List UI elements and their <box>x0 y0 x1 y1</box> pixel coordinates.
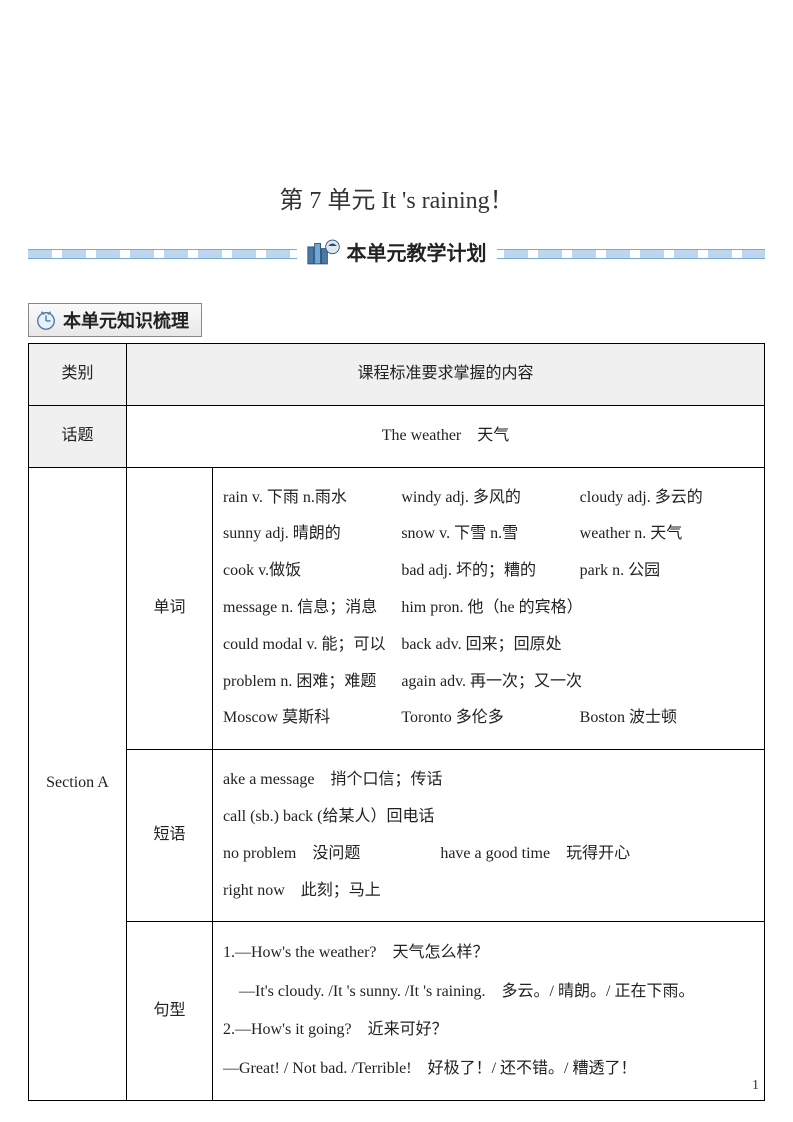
vocab-item: Moscow 莫斯科 <box>223 700 397 737</box>
clock-icon <box>35 309 57 331</box>
section-label: Section A <box>29 467 127 1100</box>
phrase-item: ake a message 捎个口信；传话 <box>223 762 754 799</box>
vocab-item: park n. 公园 <box>580 553 754 590</box>
vocab-item: weather n. 天气 <box>580 516 754 553</box>
vocab-item: problem n. 困难；难题 <box>223 664 397 701</box>
books-icon <box>307 238 341 266</box>
subheading: 本单元知识梳理 <box>28 303 202 337</box>
vocab-item: back adv. 回来；回原处 <box>401 627 754 664</box>
vocab-item: windy adj. 多风的 <box>401 480 575 517</box>
vocab-item: snow v. 下雪 n.雪 <box>401 516 575 553</box>
phrase-label: 短语 <box>127 750 213 922</box>
page-number: 1 <box>752 1078 759 1094</box>
phrase-item: call (sb.) back (给某人）回电话 <box>223 799 754 836</box>
vocab-item: cloudy adj. 多云的 <box>580 480 754 517</box>
sentence-item: 1.—How's the weather? 天气怎么样？ <box>223 934 754 972</box>
banner-label: 本单元教学计划 <box>347 237 487 266</box>
banner: 本单元教学计划 <box>28 243 765 289</box>
vocab-item: message n. 信息；消息 <box>223 590 397 627</box>
vocab-cell: rain v. 下雨 n.雨水 windy adj. 多风的 cloudy ad… <box>213 467 765 750</box>
header-category: 类别 <box>29 344 127 406</box>
phrase-item: no problem 没问题 <box>223 836 360 873</box>
vocab-item: again adv. 再一次；又一次 <box>401 664 754 701</box>
header-content: 课程标准要求掌握的内容 <box>127 344 765 406</box>
vocab-item: rain v. 下雨 n.雨水 <box>223 480 397 517</box>
vocab-item: cook v.做饭 <box>223 553 397 590</box>
sentence-item: 2.—How's it going? 近来可好？ <box>223 1011 754 1049</box>
topic-value: The weather 天气 <box>127 405 765 467</box>
sentence-item: —It's cloudy. /It 's sunny. /It 's raini… <box>223 973 754 1011</box>
vocab-item: could modal v. 能；可以 <box>223 627 397 664</box>
banner-label-wrap: 本单元教学计划 <box>297 237 497 266</box>
vocab-item: Boston 波士顿 <box>580 700 754 737</box>
vocab-item: Toronto 多伦多 <box>401 700 575 737</box>
vocab-item: him pron. 他（he 的宾格） <box>401 590 754 627</box>
phrase-cell: ake a message 捎个口信；传话 call (sb.) back (给… <box>213 750 765 922</box>
topic-label: 话题 <box>29 405 127 467</box>
page-title: 第 7 单元 It 's raining！ <box>28 180 765 215</box>
knowledge-table: 类别 课程标准要求掌握的内容 话题 The weather 天气 Section… <box>28 343 765 1101</box>
vocab-item: sunny adj. 晴朗的 <box>223 516 397 553</box>
vocab-label: 单词 <box>127 467 213 750</box>
sentence-item: —Great! / Not bad. /Terrible! 好极了！/ 还不错。… <box>223 1050 754 1088</box>
vocab-item: bad adj. 坏的；糟的 <box>401 553 575 590</box>
sentence-cell: 1.—How's the weather? 天气怎么样？ —It's cloud… <box>213 922 765 1101</box>
sentence-label: 句型 <box>127 922 213 1101</box>
phrase-item: right now 此刻；马上 <box>223 873 754 910</box>
phrase-item: have a good time 玩得开心 <box>440 836 630 873</box>
subheading-label: 本单元知识梳理 <box>63 307 189 333</box>
